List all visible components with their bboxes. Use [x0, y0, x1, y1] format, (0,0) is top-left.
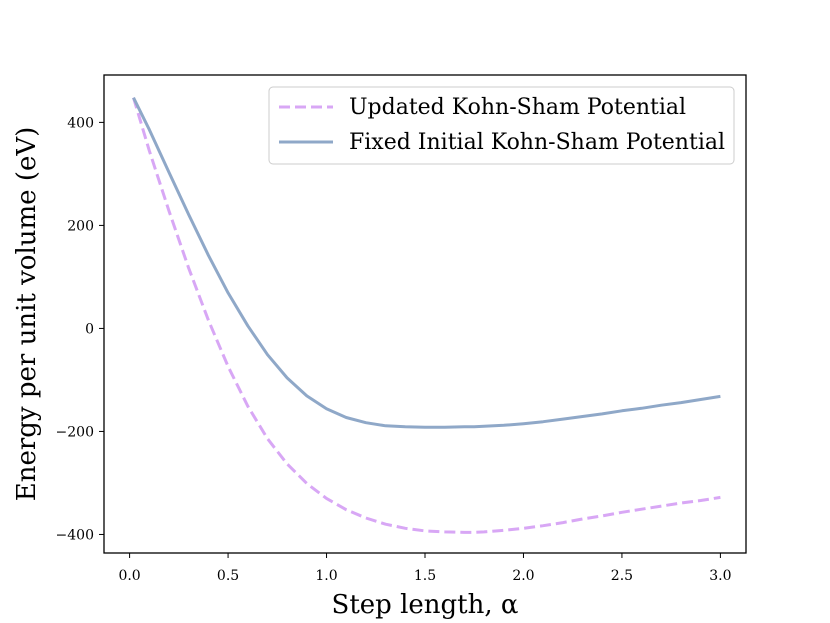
y-tick-label: 0	[85, 321, 94, 337]
x-tick-label: 1.0	[315, 568, 337, 584]
y-axis-label: Energy per unit volume (eV)	[12, 127, 42, 502]
x-tick-label: 2.0	[512, 568, 534, 584]
x-tick-label: 0.5	[217, 568, 239, 584]
y-tick-label: −400	[56, 527, 94, 543]
x-tick-label: 0.0	[118, 568, 140, 584]
x-tick-label: 2.5	[611, 568, 633, 584]
x-axis-label: Step length, α	[332, 590, 519, 620]
y-tick-label: −200	[56, 424, 94, 440]
y-tick-label: 200	[67, 218, 94, 234]
x-axis-ticks: 0.0 0.5 1.0 1.5 2.0 2.5 3.0	[118, 553, 732, 584]
legend-label-updated: Updated Kohn-Sham Potential	[349, 95, 686, 120]
x-tick-label: 1.5	[414, 568, 436, 584]
series-line-0	[132, 97, 721, 534]
y-axis-ticks: −400 −200 0 200 400	[56, 115, 104, 543]
y-tick-label: 400	[67, 115, 94, 131]
x-tick-label: 3.0	[709, 568, 731, 584]
legend: Updated Kohn-Sham Potential Fixed Initia…	[268, 86, 735, 165]
series-layer	[132, 97, 721, 534]
legend-box	[268, 86, 735, 165]
legend-label-fixed: Fixed Initial Kohn-Sham Potential	[349, 130, 725, 155]
series-line-1	[132, 97, 721, 429]
